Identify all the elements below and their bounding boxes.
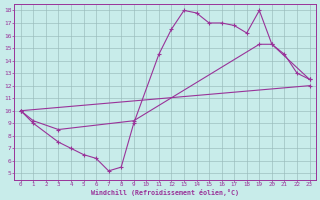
X-axis label: Windchill (Refroidissement éolien,°C): Windchill (Refroidissement éolien,°C)	[91, 189, 239, 196]
